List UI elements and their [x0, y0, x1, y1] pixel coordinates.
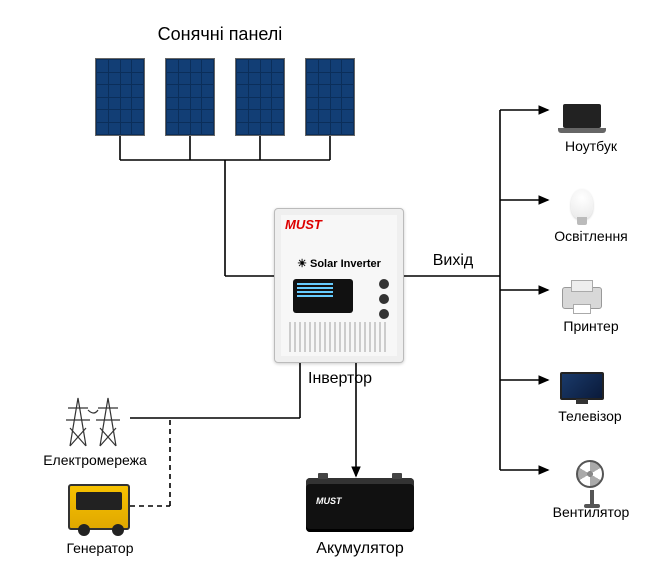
tv-icon: [558, 364, 606, 408]
power-grid-icon: [60, 388, 130, 448]
solar-panel-1: [95, 58, 145, 136]
label-light: Освітлення: [546, 228, 636, 244]
label-fan: Вентилятор: [546, 504, 636, 520]
label-solar-panels: Сонячні панелі: [120, 24, 320, 45]
label-battery: Акумулятор: [300, 540, 420, 558]
label-tv: Телевізор: [550, 408, 630, 424]
solar-panel-3: [235, 58, 285, 136]
label-inverter: Інвертор: [280, 370, 400, 388]
label-output: Вихід: [418, 252, 488, 270]
solar-panel-4: [305, 58, 355, 136]
inverter-vents: [289, 322, 389, 352]
fan-icon: [566, 452, 614, 496]
label-grid: Електромережа: [40, 452, 150, 468]
label-generator: Генератор: [50, 540, 150, 556]
inverter-display: [293, 279, 353, 313]
label-printer: Принтер: [556, 318, 626, 334]
inverter-product-label: ☀ Solar Inverter: [275, 257, 403, 270]
label-laptop: Ноутбук: [556, 138, 626, 154]
battery-brand: MUST: [316, 496, 342, 506]
solar-panel-2: [165, 58, 215, 136]
light-icon: [558, 182, 606, 226]
inverter-buttons: [379, 279, 389, 319]
battery-device: MUST: [306, 478, 414, 532]
printer-icon: [558, 276, 606, 320]
inverter-brand: MUST: [285, 217, 322, 232]
inverter-device: MUST ☀ Solar Inverter: [274, 208, 404, 363]
generator-icon: [68, 484, 130, 530]
laptop-icon: [558, 94, 606, 138]
